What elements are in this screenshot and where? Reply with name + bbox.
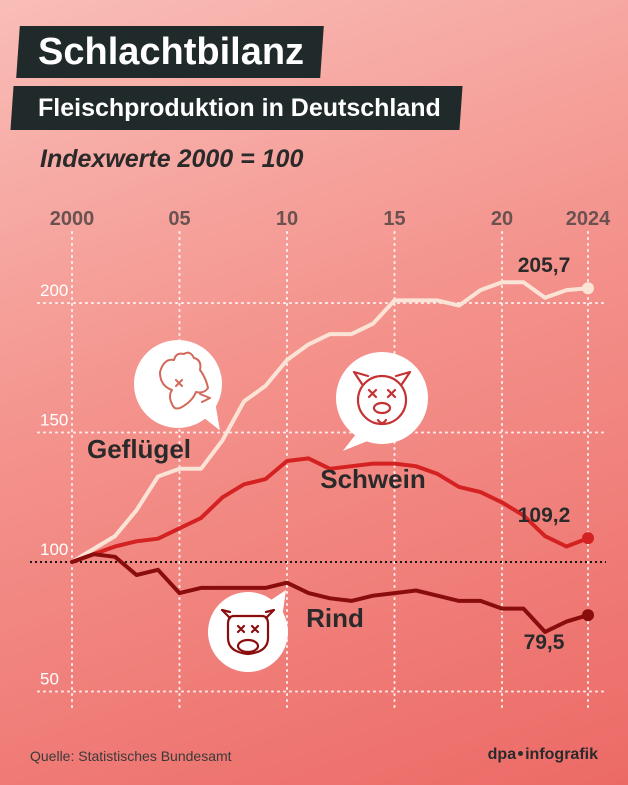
series-end-label-rind: 79,5 <box>524 631 565 654</box>
series-end-label-schwein: 109,2 <box>518 504 571 527</box>
pig-snout <box>372 401 392 415</box>
index-note: Indexwerte 2000 = 100 <box>40 145 304 173</box>
cow-bubble-tail <box>268 590 286 618</box>
x-tick-label: 05 <box>168 208 190 230</box>
pig-icon <box>352 370 412 426</box>
series-name-rind: Rind <box>306 603 364 633</box>
cow-head <box>226 614 270 656</box>
y-tick-label: 150 <box>40 411 68 430</box>
chicken-head-outline <box>159 351 209 410</box>
pig-ears <box>352 370 412 386</box>
chicken-dead-eye <box>175 379 183 387</box>
x-tick-label: 10 <box>276 208 298 230</box>
x-tick-label: 2000 <box>50 208 95 230</box>
dpa-logo: dpa infografik <box>488 746 598 764</box>
series-end-label-gefluegel: 205,7 <box>518 254 571 277</box>
series-line-rind <box>70 552 590 634</box>
cow-dead-eyes <box>236 624 260 634</box>
chicken-beak <box>199 393 211 403</box>
pig-bubble-tail <box>342 430 378 451</box>
series-endpoint-gefluegel <box>582 282 594 295</box>
cow-muzzle <box>236 638 260 654</box>
line-chart: 2000 05 10 15 20 2024 50 100 150 200 205,7 109,2 79,… <box>30 208 612 689</box>
y-tick-label: 100 <box>40 540 68 559</box>
series-name-gefluegel: Geflügel <box>87 434 191 464</box>
x-tick-label: 15 <box>383 208 405 230</box>
pig-tongue <box>376 418 388 425</box>
chicken-bubble-tail <box>200 403 220 431</box>
pig-bubble <box>336 352 428 451</box>
pig-dead-eyes <box>367 388 397 399</box>
cow-horns <box>220 608 276 620</box>
y-tick-label: 50 <box>40 670 59 689</box>
cow-icon <box>220 608 276 656</box>
source-note: Quelle: Statistisches Bundesamt <box>30 748 232 764</box>
cow-bubble <box>208 590 288 672</box>
chicken-icon <box>159 351 211 410</box>
pig-bubble-bubble <box>336 352 428 444</box>
logo-right: infografik <box>525 746 598 763</box>
x-tick-label: 2024 <box>566 208 611 230</box>
series-line-gefluegel <box>70 280 590 564</box>
series-name-schwein: Schwein <box>320 464 425 494</box>
series-endpoint-schwein <box>582 532 594 545</box>
logo-dot <box>518 751 524 756</box>
x-tick-label: 20 <box>491 208 513 230</box>
y-tick-label: 200 <box>40 281 68 300</box>
series-line-schwein <box>70 456 590 564</box>
series-endpoint-rind <box>582 609 594 622</box>
chicken-bubble <box>134 340 222 431</box>
logo-left: dpa <box>487 746 517 763</box>
